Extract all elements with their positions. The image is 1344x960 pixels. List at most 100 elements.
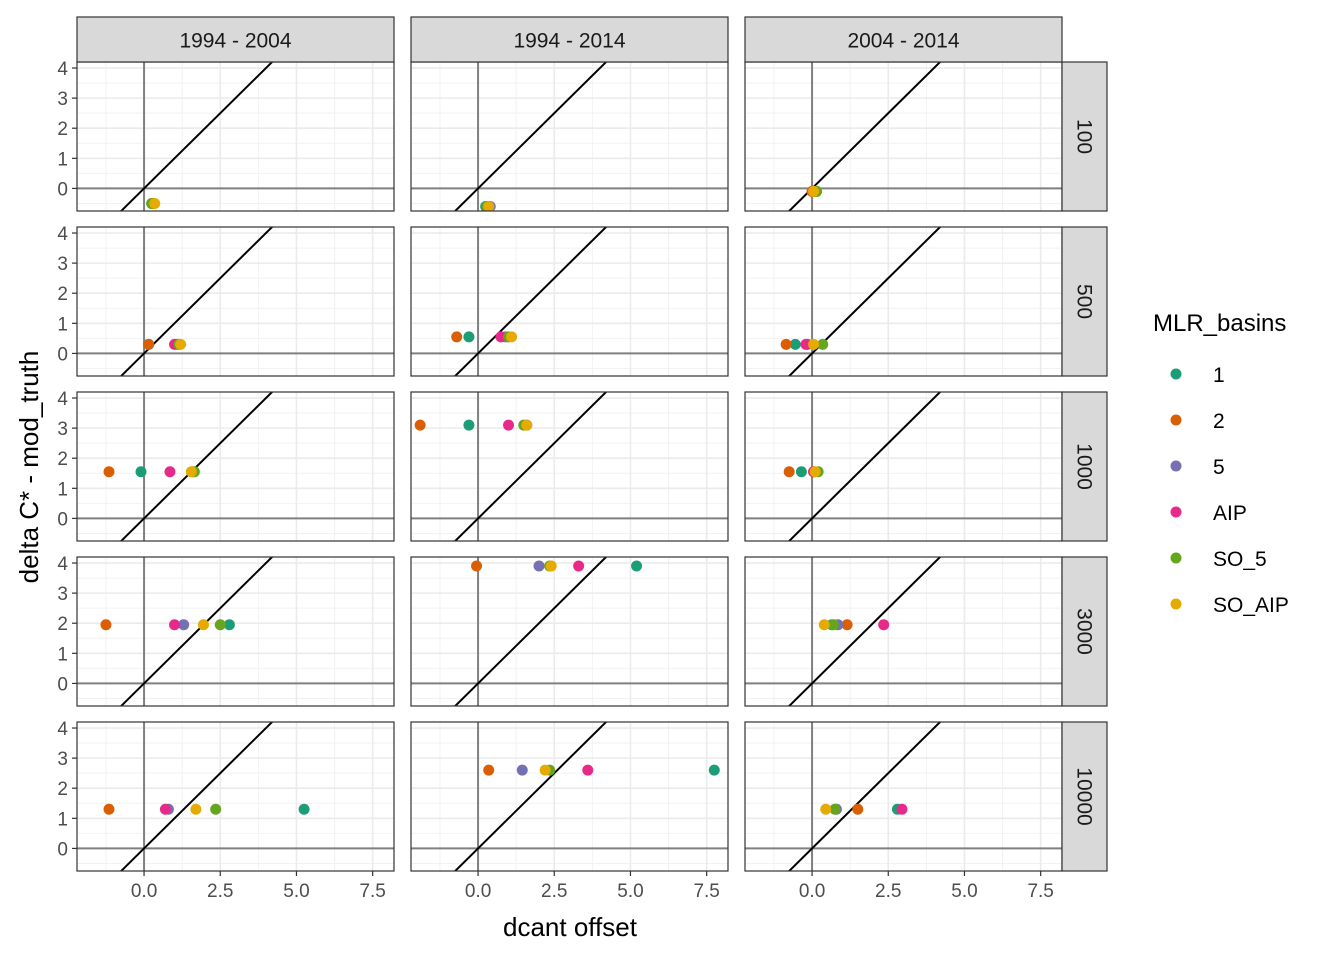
facet-panel: [410, 226, 729, 377]
y-tick-label: 0: [57, 674, 68, 695]
data-point-so-aip: [820, 803, 832, 815]
data-point-2: [471, 560, 483, 572]
data-point-aip: [896, 803, 908, 815]
legend-key: [1170, 506, 1182, 518]
identity-line: [119, 722, 274, 871]
data-point-so-aip: [521, 419, 533, 431]
data-point-so-aip: [149, 197, 161, 209]
data-point-so-5: [210, 803, 222, 815]
facet-panel: [744, 61, 1063, 212]
data-point-aip: [573, 560, 585, 572]
legend-key: [1170, 460, 1182, 472]
row-strip: [1061, 391, 1108, 542]
data-point-so-aip: [185, 466, 197, 478]
x-tick-label: 7.5: [359, 881, 385, 902]
data-point-so-aip: [818, 619, 830, 631]
row-strip: [1061, 556, 1108, 707]
data-point-aip: [159, 803, 171, 815]
row-strip-label: 100: [1073, 119, 1096, 154]
facet-panel: [410, 721, 729, 872]
facet-panel: [410, 61, 729, 212]
panel-border: [410, 556, 729, 707]
data-point-2: [852, 803, 864, 815]
panel-border: [76, 556, 395, 707]
row-strip: [1061, 721, 1108, 872]
facet-panel: [744, 721, 1063, 872]
y-tick-label: 1: [57, 809, 68, 830]
x-tick-label: 5.0: [951, 881, 977, 902]
x-tick-label: 7.5: [1027, 881, 1053, 902]
identity-line: [787, 557, 942, 706]
data-point-2: [783, 466, 795, 478]
facet-panel: [76, 61, 395, 212]
row-strip: [1061, 226, 1108, 377]
row-strip-label: 10000: [1073, 767, 1096, 825]
y-tick-label: 3: [57, 584, 68, 605]
panel-border: [410, 391, 729, 542]
column-strip-label: 2004 - 2014: [847, 30, 959, 53]
data-point-2: [100, 619, 112, 631]
y-tick-label: 1: [57, 149, 68, 170]
panel-border: [76, 226, 395, 377]
x-tick-label: 2.5: [541, 881, 567, 902]
panel-background: [411, 557, 728, 706]
identity-line: [453, 557, 608, 706]
data-point-1: [708, 764, 720, 776]
y-tick-label: 4: [57, 554, 68, 575]
data-point-aip: [164, 466, 176, 478]
y-tick-label: 0: [57, 179, 68, 200]
panel-background: [77, 722, 394, 871]
y-tick-label: 1: [57, 644, 68, 665]
data-point-1: [223, 619, 235, 631]
data-point-1: [135, 466, 147, 478]
data-point-aip: [503, 419, 515, 431]
y-tick-label: 2: [57, 284, 68, 305]
y-tick-label: 3: [57, 89, 68, 110]
identity-line: [119, 227, 274, 376]
x-tick-label: 5.0: [283, 881, 309, 902]
data-point-so-aip: [190, 803, 202, 815]
y-tick-label: 4: [57, 389, 68, 410]
y-tick-label: 2: [57, 119, 68, 140]
x-tick-label: 0.0: [799, 881, 825, 902]
facet-panel: [410, 556, 729, 707]
legend-key: [1170, 414, 1182, 426]
data-point-aip: [582, 764, 594, 776]
legend-label: SO_AIP: [1213, 594, 1289, 617]
panel-background: [745, 227, 1062, 376]
data-point-1: [463, 331, 475, 343]
legend-key: [1170, 552, 1182, 564]
column-strip-label: 1994 - 2014: [513, 30, 625, 53]
data-point-so-5: [817, 338, 829, 350]
x-tick-label: 2.5: [207, 881, 233, 902]
y-tick-label: 0: [57, 509, 68, 530]
data-point-2: [103, 803, 115, 815]
identity-line: [453, 392, 608, 541]
identity-line: [787, 227, 942, 376]
panel-border: [410, 226, 729, 377]
column-strip: [744, 16, 1063, 63]
data-point-2: [414, 419, 426, 431]
legend-label: SO_5: [1213, 548, 1267, 571]
column-strip-label: 1994 - 2004: [179, 30, 291, 53]
data-point-2: [483, 764, 495, 776]
data-point-1: [789, 338, 801, 350]
panel-background: [745, 392, 1062, 541]
panel-background: [745, 62, 1062, 211]
y-tick-label: 4: [57, 59, 68, 80]
facet-panel: [76, 556, 395, 707]
legend-label: 1: [1213, 364, 1225, 387]
x-tick-label: 5.0: [617, 881, 643, 902]
facet-panels: [76, 61, 1063, 872]
x-axis-title: dcant offset: [503, 912, 638, 942]
row-strip-label: 3000: [1073, 608, 1096, 655]
data-point-2: [451, 331, 463, 343]
panel-background: [745, 722, 1062, 871]
data-point-1: [795, 466, 807, 478]
facet-panel: [744, 556, 1063, 707]
panel-background: [411, 392, 728, 541]
y-tick-label: 4: [57, 224, 68, 245]
facet-panel: [76, 391, 395, 542]
panel-border: [76, 391, 395, 542]
